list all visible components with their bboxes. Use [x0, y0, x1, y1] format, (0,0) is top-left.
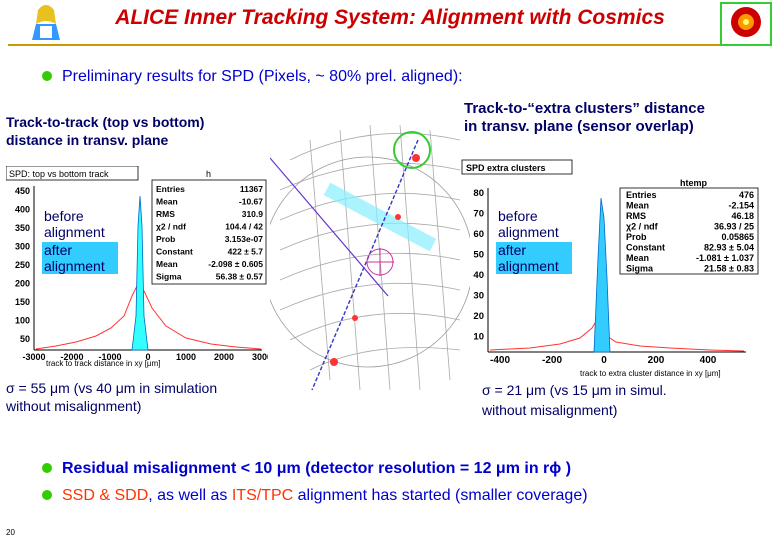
right-xlabel: track to extra cluster distance in xy [μ… [580, 369, 721, 378]
right-y-tick: 80 [473, 188, 484, 199]
right-after-peak [593, 197, 611, 353]
right-stat-value: -2.154 [728, 201, 754, 211]
right-hist-title: SPD extra clusters [466, 163, 546, 173]
right-stat-label: χ2 / ndf [626, 222, 659, 232]
left-x-tick: 0 [145, 352, 150, 362]
bullet-icon [42, 489, 52, 500]
right-stat-value: 21.58 ± 0.83 [704, 264, 754, 274]
right-legend: before alignment after alignment [496, 208, 572, 274]
left-x-tick: 1000 [176, 352, 196, 362]
left-stat-label: Mean [156, 259, 178, 269]
right-y-tick: 60 [473, 229, 484, 240]
right-y-tick: 50 [473, 250, 484, 261]
left-stat-value: 310.9 [242, 209, 264, 219]
right-x-tick: 0 [601, 355, 607, 366]
right-stat-label: Entries [626, 190, 657, 200]
right-y-tick: 20 [473, 311, 484, 322]
left-y-tick: 250 [15, 260, 30, 270]
left-sigma-note: without misalignment) [6, 398, 142, 414]
left-y-tick: 150 [15, 297, 30, 307]
left-y-tick: 200 [15, 279, 30, 289]
left-stat-label: Prob [156, 234, 175, 244]
left-x-tick: -2000 [60, 352, 83, 362]
left-plot-header: Track-to-track (top vs bottom) distance … [6, 114, 205, 148]
left-y-tick: 50 [20, 334, 30, 344]
right-y-tick: 70 [473, 209, 484, 220]
right-y-tick: 40 [473, 270, 484, 281]
right-hist-name: htemp [680, 178, 708, 188]
left-stat-value: 422 ± 5.7 [228, 247, 264, 257]
right-sigma-result: σ = 21 μm (vs 15 μm in simul. [482, 382, 667, 398]
right-stat-value: 36.93 / 25 [714, 222, 754, 232]
right-stat-label: Mean [626, 201, 649, 211]
left-xlabel: track to track distance in xy [μm] [46, 359, 160, 368]
bullet-icon [42, 70, 52, 81]
right-stat-label: Mean [626, 253, 649, 263]
right-plot-header: Track-to-“extra clusters” distance in tr… [464, 100, 705, 135]
right-stat-value: 476 [739, 190, 754, 200]
left-y-tick: 450 [15, 186, 30, 196]
right-stat-label: Prob [626, 232, 647, 242]
left-stat-label: Sigma [156, 272, 182, 282]
right-sigma-note: without misalignment) [482, 402, 618, 418]
left-stat-value: -10.67 [239, 197, 263, 207]
left-stat-label: RMS [156, 209, 175, 219]
right-stat-value: 46.18 [731, 211, 754, 221]
alice-cartoon-logo [32, 5, 60, 40]
left-x-tick: -1000 [98, 352, 121, 362]
left-y-tick: 100 [15, 316, 30, 326]
left-stat-label: Mean [156, 197, 178, 207]
left-stat-value: 3.153e-07 [225, 234, 264, 244]
cosmic-track-line [311, 139, 419, 391]
right-stat-value: 0.05865 [721, 232, 754, 242]
bullet-icon [42, 462, 52, 473]
alignment-started-bullet: SSD & SDD, as well as ITS/TPC alignment … [42, 487, 588, 505]
alice-experiment-logo [720, 2, 772, 46]
residual-misalignment-bullet: Residual misalignment < 10 μm (detector … [42, 460, 571, 478]
right-stat-label: Constant [626, 243, 665, 253]
right-y-tick: 30 [473, 291, 484, 302]
right-stat-label: RMS [626, 211, 646, 221]
right-stat-value: 82.93 ± 5.04 [704, 243, 754, 253]
left-legend: before alignment after alignment [42, 208, 118, 274]
right-legend-after: after alignment [496, 242, 572, 274]
right-y-tick: 10 [473, 332, 484, 343]
preliminary-results-bullet: Preliminary results for SPD (Pixels, ~ 8… [42, 68, 463, 86]
right-stat-value: -1.081 ± 1.037 [696, 253, 754, 263]
overlap-highlight-circle [393, 131, 431, 169]
right-stat-label: Sigma [626, 264, 654, 274]
left-stat-value: -2.098 ± 0.605 [208, 259, 263, 269]
right-x-tick: 400 [700, 355, 717, 366]
page-number: 20 [6, 528, 15, 537]
left-x-tick: 2000 [214, 352, 234, 362]
right-x-tick: -200 [542, 355, 562, 366]
left-hist-title: SPD: top vs bottom track [9, 169, 109, 179]
left-stat-value: 56.38 ± 0.57 [216, 272, 263, 282]
right-x-tick: 200 [648, 355, 665, 366]
left-after-peak [131, 195, 149, 351]
detector-illustration [270, 124, 470, 391]
left-legend-after: after alignment [42, 242, 118, 274]
right-x-tick: -400 [490, 355, 510, 366]
left-legend-before: before alignment [42, 208, 116, 240]
title-divider [8, 44, 772, 46]
right-legend-before: before alignment [496, 208, 570, 240]
left-x-tick: 3000 [252, 352, 268, 362]
left-y-tick: 300 [15, 242, 30, 252]
left-stat-value: 11367 [240, 184, 263, 194]
left-hist-name: h [206, 169, 211, 179]
left-stat-label: Constant [156, 247, 193, 257]
left-stat-value: 104.4 / 42 [225, 222, 263, 232]
left-sigma-result: σ = 55 μm (vs 40 μm in simulation [6, 380, 218, 396]
left-y-tick: 400 [15, 205, 30, 215]
left-y-tick: 350 [15, 223, 30, 233]
left-stat-label: χ2 / ndf [156, 222, 186, 232]
left-x-tick: -3000 [22, 352, 45, 362]
page-title: ALICE Inner Tracking System: Alignment w… [115, 6, 665, 29]
left-stat-label: Entries [156, 184, 185, 194]
